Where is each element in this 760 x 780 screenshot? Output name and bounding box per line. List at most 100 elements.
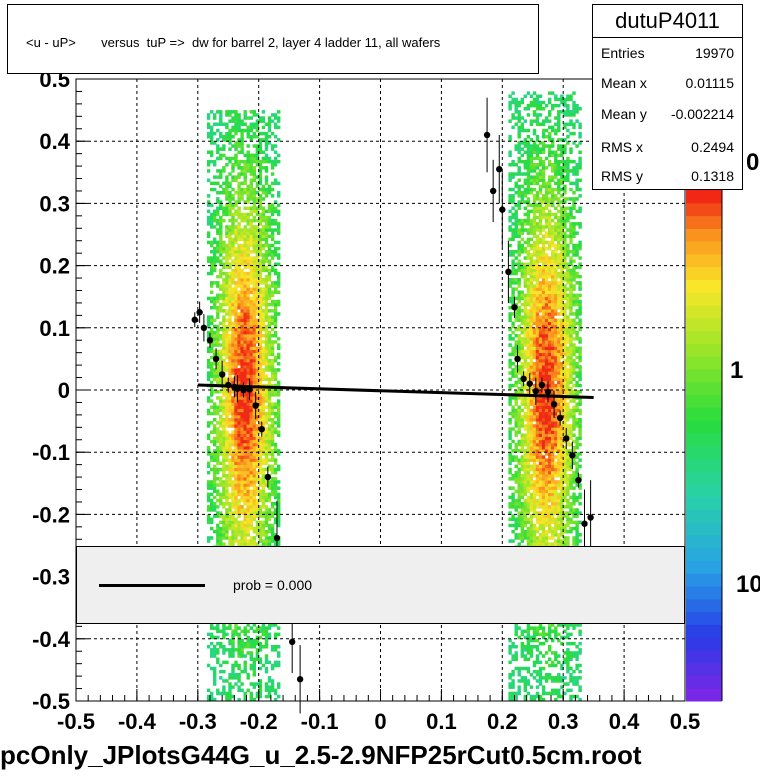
heatmap-cell xyxy=(246,253,250,257)
heatmap-cell xyxy=(273,206,278,210)
heatmap-cell xyxy=(258,240,263,245)
heatmap-cell xyxy=(255,480,260,484)
heatmap-cell xyxy=(538,346,543,350)
heatmap-cell xyxy=(231,349,235,354)
heatmap-cell xyxy=(544,194,549,198)
heatmap-cell xyxy=(225,125,229,130)
heatmap-cell xyxy=(252,365,256,369)
heatmap-cell xyxy=(535,346,540,350)
heatmap-cell xyxy=(246,439,250,444)
heatmap-cell xyxy=(277,278,281,282)
heatmap-cell xyxy=(258,477,263,481)
heatmap-cell xyxy=(231,489,235,493)
heatmap-cell xyxy=(508,178,512,182)
heatmap-cell xyxy=(228,511,232,515)
heatmap-cell xyxy=(255,135,260,139)
heatmap-cell xyxy=(210,654,214,658)
heatmap-cell xyxy=(532,697,537,702)
heatmap-cell xyxy=(538,271,543,276)
heatmap-cell xyxy=(228,408,232,413)
heatmap-cell xyxy=(261,458,266,462)
heatmap-cell xyxy=(535,309,540,313)
heatmap-cell xyxy=(511,163,515,167)
heatmap-cell xyxy=(535,492,540,497)
heatmap-cell xyxy=(228,626,232,630)
heatmap-cell xyxy=(541,529,546,534)
heatmap-cell xyxy=(277,682,281,686)
heatmap-cell xyxy=(523,502,527,506)
heatmap-cell xyxy=(520,237,524,242)
heatmap-cell xyxy=(222,212,226,217)
heatmap-cell xyxy=(246,262,250,266)
heatmap-cell xyxy=(535,243,540,248)
heatmap-cell xyxy=(234,402,238,406)
heatmap-cell xyxy=(210,153,214,158)
heatmap-cell xyxy=(526,181,531,186)
heatmap-cell xyxy=(216,197,220,201)
heatmap-cell xyxy=(252,514,256,518)
heatmap-cell xyxy=(222,346,226,350)
heatmap-cell xyxy=(541,365,546,369)
heatmap-cell xyxy=(228,135,232,139)
heatmap-cell xyxy=(541,225,546,229)
heatmap-cell xyxy=(206,169,211,173)
heatmap-cell xyxy=(544,514,549,518)
heatmap-cell xyxy=(264,228,269,232)
heatmap-cell xyxy=(213,181,217,186)
heatmap-cell xyxy=(228,318,232,322)
heatmap-cell xyxy=(261,362,266,366)
heatmap-cell xyxy=(219,184,223,189)
heatmap-cell xyxy=(243,645,247,649)
heatmap-cell xyxy=(541,355,546,360)
heatmap-cell xyxy=(206,358,211,363)
heatmap-cell xyxy=(258,222,263,226)
heatmap-cell xyxy=(243,399,247,403)
heatmap-cell xyxy=(216,498,220,503)
heatmap-cell xyxy=(216,526,220,531)
heatmap-cell xyxy=(231,433,235,437)
heatmap-cell xyxy=(240,396,244,400)
heatmap-cell xyxy=(249,502,253,506)
heatmap-cell xyxy=(225,436,229,441)
heatmap-cell xyxy=(541,315,546,319)
heatmap-cell xyxy=(210,268,214,273)
heatmap-cell xyxy=(225,483,229,487)
heatmap-cell xyxy=(548,334,552,338)
heatmap-cell xyxy=(219,641,223,646)
heatmap-cell xyxy=(514,315,518,319)
heatmap-cell xyxy=(237,641,241,646)
heatmap-cell xyxy=(237,486,241,490)
heatmap-cell xyxy=(258,200,263,204)
heatmap-cell xyxy=(249,492,253,497)
heatmap-cell xyxy=(222,436,226,441)
heatmap-cell xyxy=(517,514,521,518)
heatmap-cell xyxy=(210,455,214,459)
heatmap-cell xyxy=(252,467,256,472)
heatmap-cell xyxy=(520,489,524,493)
heatmap-cell xyxy=(535,439,540,444)
heatmap-cell xyxy=(213,676,217,680)
heatmap-cell xyxy=(532,676,537,680)
heatmap-cell xyxy=(517,635,521,640)
heatmap-cell xyxy=(544,632,549,637)
heatmap-cell xyxy=(261,439,266,444)
heatmap-cell xyxy=(517,673,521,677)
heatmap-cell xyxy=(273,144,278,148)
heatmap-cell xyxy=(517,489,521,493)
heatmap-cell xyxy=(541,337,546,341)
heatmap-cell xyxy=(270,181,275,186)
heatmap-cell xyxy=(252,511,256,515)
heatmap-cell xyxy=(270,194,275,198)
heatmap-cell xyxy=(526,293,531,298)
heatmap-cell xyxy=(264,362,269,366)
heatmap-cell xyxy=(216,299,220,304)
heatmap-cell xyxy=(267,436,272,441)
heatmap-cell xyxy=(544,511,549,515)
heatmap-cell xyxy=(261,405,266,409)
heatmap-cell xyxy=(255,489,260,493)
heatmap-cell xyxy=(246,324,250,329)
heatmap-cell xyxy=(523,194,527,198)
heatmap-cell xyxy=(222,536,226,540)
heatmap-cell xyxy=(267,424,272,428)
heatmap-cell xyxy=(255,365,260,369)
